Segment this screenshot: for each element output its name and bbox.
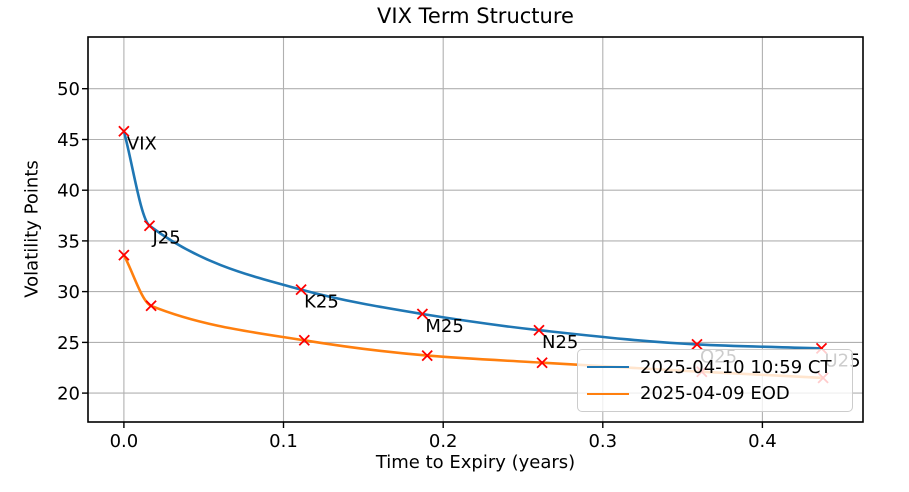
y-tick-label: 45: [57, 130, 80, 151]
point-label-k25: K25: [304, 292, 339, 313]
x-tick-label: 0.4: [748, 431, 777, 452]
marker-x: [416, 308, 429, 320]
point-label-m25: M25: [425, 316, 463, 337]
x-tick-label: 0.2: [429, 431, 458, 452]
y-tick-label: 35: [57, 231, 80, 252]
x-tick-label: 0.0: [110, 431, 139, 452]
marker-x: [421, 349, 433, 362]
legend-entry-intraday: 2025-04-10 10:59 CT: [587, 357, 843, 378]
y-tick-label: 25: [57, 333, 80, 354]
legend-line-sample-orange: [587, 392, 629, 395]
chart-title: VIX Term Structure: [377, 4, 574, 28]
y-tick-label: 20: [57, 384, 80, 405]
point-label-n25: N25: [542, 332, 578, 353]
marker-x: [295, 283, 307, 296]
legend-line-sample-blue: [587, 366, 629, 369]
legend: 2025-04-10 10:59 CT 2025-04-09 EOD: [577, 349, 853, 412]
x-axis-label: Time to Expiry (years): [375, 452, 576, 473]
y-tick-label: 40: [57, 181, 80, 202]
series-line-0: [122, 130, 823, 350]
marker-x: [145, 300, 157, 312]
legend-label-intraday: 2025-04-10 10:59 CT: [640, 356, 832, 378]
point-label-vix: VIX: [127, 133, 157, 154]
x-tick-label: 0.3: [588, 431, 617, 452]
y-tick-label: 50: [57, 79, 80, 100]
x-tick-label: 0.1: [269, 431, 298, 452]
marker-x: [691, 338, 703, 351]
marker-x: [536, 357, 548, 369]
legend-entry-eod: 2025-04-09 EOD: [587, 383, 843, 404]
y-axis-label: Volatility Points: [21, 160, 43, 298]
marker-x: [533, 324, 545, 336]
marker-x: [118, 249, 130, 261]
marker-x: [118, 125, 130, 137]
point-label-j25: J25: [152, 228, 181, 249]
marker-x: [298, 334, 310, 346]
plot-border: [87, 36, 864, 423]
legend-label-eod: 2025-04-09 EOD: [640, 383, 790, 405]
y-tick-label: 30: [57, 282, 80, 303]
marker-x: [143, 220, 156, 232]
